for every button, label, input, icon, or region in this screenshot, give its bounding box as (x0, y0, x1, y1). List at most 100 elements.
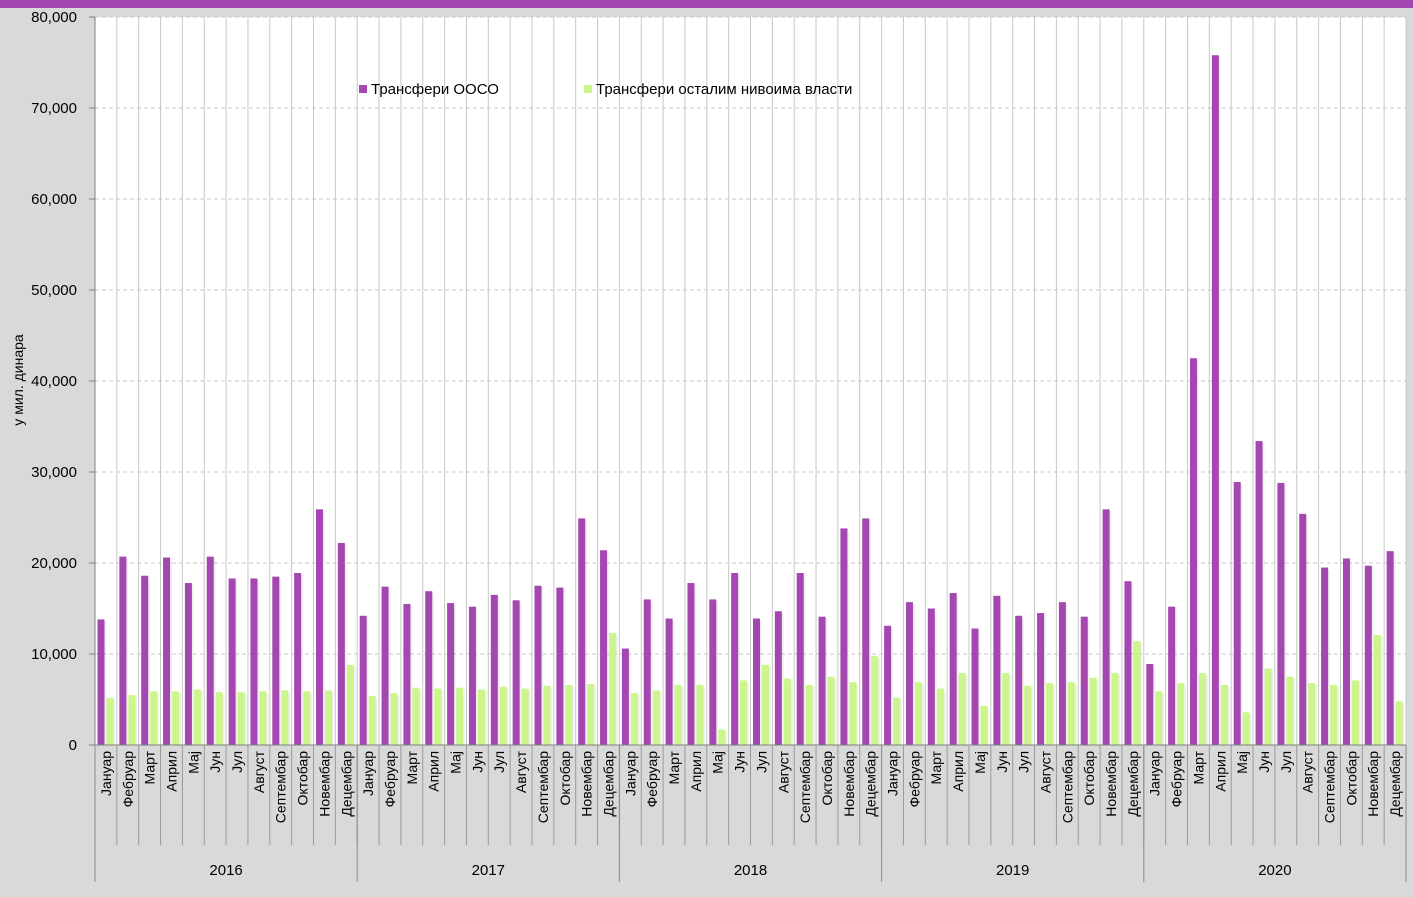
bar-other-levels (980, 705, 988, 745)
bar-other-levels (477, 689, 485, 745)
bar-ooso (1168, 606, 1176, 745)
bar-other-levels (827, 676, 835, 745)
bar-other-levels (696, 684, 704, 745)
bar-other-levels (1242, 712, 1250, 745)
bar-other-levels (499, 686, 507, 745)
bar-other-levels (390, 693, 398, 745)
x-month-label: Август (775, 750, 791, 793)
bar-other-levels (128, 694, 136, 745)
x-month-label: Август (1037, 750, 1053, 793)
x-month-label: Мај (185, 751, 201, 774)
bar-other-levels (805, 684, 813, 745)
x-month-label: Септембар (797, 751, 813, 823)
bar-other-levels (1002, 673, 1010, 745)
x-month-label: Октобар (819, 751, 835, 806)
bar-other-levels (1133, 641, 1141, 745)
bar-ooso (447, 603, 455, 745)
bar-ooso (468, 606, 476, 745)
bar-other-levels (150, 691, 158, 745)
bar-ooso (512, 600, 520, 745)
x-month-label: Август (1300, 750, 1316, 793)
bar-other-levels (1024, 685, 1032, 745)
x-month-label: Март (142, 750, 158, 784)
bar-other-levels (565, 684, 573, 745)
bar-ooso (359, 615, 367, 745)
bar-ooso (1277, 482, 1285, 745)
header-accent-bar (0, 0, 1413, 8)
x-month-label: Октобар (1343, 751, 1359, 806)
x-year-label: 2016 (209, 862, 242, 879)
y-tick-label: 50,000 (31, 282, 77, 299)
x-month-label: Март (1190, 750, 1206, 784)
x-month-label: Фебруар (644, 751, 660, 808)
bar-ooso (600, 550, 608, 745)
y-tick-label: 70,000 (31, 100, 77, 117)
bar-ooso (687, 583, 695, 745)
bar-other-levels (1067, 682, 1075, 745)
bar-ooso (1037, 613, 1045, 745)
bar-ooso (840, 528, 848, 745)
x-month-label: Фебруар (906, 751, 922, 808)
x-month-label: Април (1212, 751, 1228, 792)
bar-ooso (862, 518, 870, 745)
bar-other-levels (281, 690, 289, 745)
x-month-label: Фебруар (382, 751, 398, 808)
bar-ooso (316, 509, 323, 745)
bar-ooso (206, 556, 214, 745)
x-month-label: Јануар (885, 751, 901, 796)
bar-ooso (709, 599, 717, 745)
bar-ooso (228, 578, 236, 745)
x-month-label: Јун (732, 751, 748, 773)
y-tick-label: 30,000 (31, 464, 77, 481)
y-tick-label: 20,000 (31, 555, 77, 572)
bar-ooso (1190, 358, 1197, 745)
x-month-label: Април (688, 751, 704, 792)
x-month-label: Децембар (338, 751, 354, 817)
x-month-label: Новембар (579, 751, 595, 817)
bar-ooso (1102, 509, 1110, 745)
x-month-label: Март (666, 750, 682, 784)
y-tick-label: 80,000 (31, 9, 77, 26)
bar-other-levels (521, 688, 529, 745)
bar-ooso (949, 593, 957, 745)
bar-ooso (97, 619, 105, 745)
bar-ooso (1342, 558, 1350, 745)
bar-ooso (578, 518, 586, 745)
bar-other-levels (630, 693, 638, 745)
bar-ooso (993, 595, 1001, 745)
bar-other-levels (958, 673, 966, 745)
x-month-label: Јун (469, 751, 485, 773)
bar-other-levels (849, 682, 857, 745)
x-month-label: Октобар (557, 751, 573, 806)
bar-other-levels (543, 685, 551, 745)
bar-ooso (1015, 615, 1023, 745)
bar-ooso (753, 618, 760, 745)
x-month-label: Септембар (273, 751, 289, 823)
bar-other-levels (587, 684, 595, 745)
x-month-label: Јул (1016, 751, 1032, 773)
bar-other-levels (1089, 677, 1097, 745)
bar-other-levels (893, 697, 901, 745)
bar-other-levels (106, 697, 114, 745)
bar-ooso (774, 611, 782, 745)
x-month-label: Мај (710, 751, 726, 774)
bar-ooso (971, 628, 979, 745)
y-tick-label: 40,000 (31, 373, 77, 390)
bar-other-levels (609, 633, 617, 745)
x-month-label: Октобар (295, 751, 311, 806)
bar-ooso (1146, 664, 1154, 745)
bar-other-levels (346, 664, 354, 745)
bar-ooso (927, 608, 935, 745)
bar-ooso (556, 587, 564, 745)
x-month-label: Јул (1278, 751, 1294, 773)
x-month-label: Март (404, 750, 420, 784)
bar-ooso (141, 575, 149, 745)
bar-ooso (621, 648, 629, 745)
y-tick-label: 0 (69, 737, 77, 754)
bar-other-levels (456, 687, 464, 745)
bar-other-levels (1395, 701, 1403, 745)
x-month-label: Новембар (1365, 751, 1381, 817)
bar-ooso (731, 573, 739, 745)
x-month-label: Април (163, 751, 179, 792)
